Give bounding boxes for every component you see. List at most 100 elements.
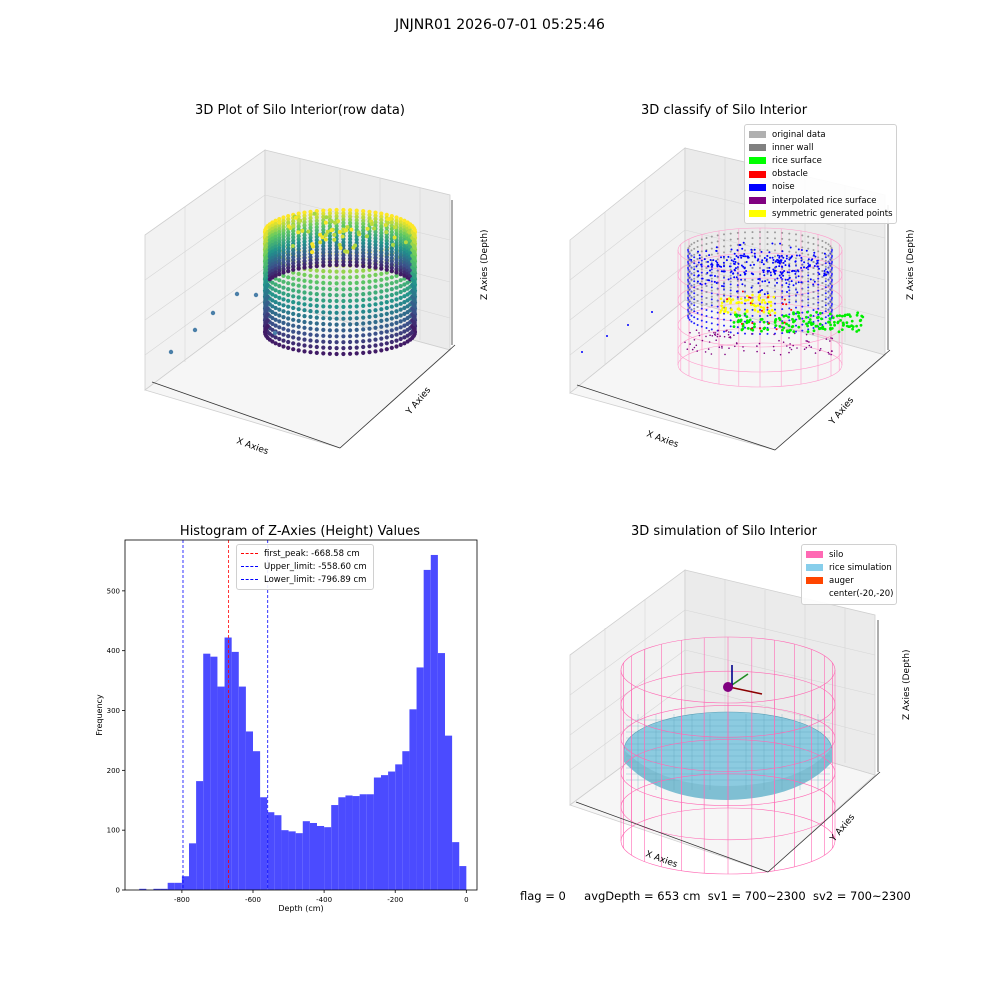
raw-point <box>389 252 394 257</box>
raw-point <box>273 260 278 265</box>
raw-point <box>379 231 384 236</box>
raw-point <box>168 349 174 355</box>
class-point <box>812 309 815 311</box>
raw-point <box>281 244 286 249</box>
histogram-bar <box>416 667 424 890</box>
raw-point <box>334 298 339 304</box>
raw-point <box>308 320 313 325</box>
class-point <box>723 275 725 278</box>
class-point <box>710 301 713 304</box>
class-point <box>778 339 780 342</box>
raw-point <box>373 296 378 301</box>
raw-point <box>314 280 319 285</box>
raw-point <box>367 255 372 260</box>
raw-point <box>402 231 407 236</box>
raw-point <box>302 223 307 228</box>
class-point <box>736 290 738 293</box>
class-point <box>687 307 690 310</box>
class-point <box>687 255 689 257</box>
class-point <box>722 255 725 258</box>
class-point <box>716 335 719 338</box>
class-point <box>824 280 827 283</box>
class-point <box>723 330 725 333</box>
class-point <box>743 271 746 274</box>
class-point <box>736 267 739 270</box>
raw-point <box>277 278 282 283</box>
class-point <box>693 301 696 304</box>
raw-point <box>379 237 384 242</box>
class-point <box>766 231 769 234</box>
raw-point <box>394 291 399 296</box>
legend-item: interpolated rice surface <box>749 194 892 207</box>
raw-point <box>291 235 296 240</box>
class-point <box>762 269 764 272</box>
class-point <box>700 274 703 277</box>
raw-point <box>384 254 389 259</box>
class-point <box>824 268 827 271</box>
histogram-bar <box>245 731 253 890</box>
raw-point <box>402 270 407 275</box>
raw-point <box>327 240 332 245</box>
class-point <box>792 344 794 347</box>
histogram-bar <box>224 637 232 890</box>
class-point <box>705 285 708 287</box>
class-point <box>693 280 696 283</box>
raw-point <box>277 319 282 324</box>
class-point <box>700 298 703 301</box>
raw-point <box>402 335 407 340</box>
class-point <box>741 283 744 286</box>
class-point <box>803 266 805 269</box>
raw-point <box>327 334 332 339</box>
raw-point <box>270 268 275 274</box>
raw-point <box>327 214 332 219</box>
class-point <box>851 327 854 331</box>
raw-point <box>314 257 319 262</box>
panel2-title: 3D classify of Silo Interior <box>640 103 808 118</box>
class-point <box>817 283 820 286</box>
class-point <box>796 291 799 294</box>
raw-point <box>327 243 332 248</box>
class-point <box>739 297 743 301</box>
raw-point <box>327 292 332 298</box>
class-point <box>830 295 833 298</box>
class-point <box>720 270 723 273</box>
raw-point <box>291 341 296 346</box>
raw-point <box>281 251 286 256</box>
raw-point <box>367 242 372 247</box>
class-point <box>710 247 713 250</box>
class-point <box>766 302 769 305</box>
class-point <box>693 247 696 250</box>
raw-point <box>354 345 359 350</box>
legend-item: symmetric generated points <box>749 207 893 220</box>
class-point <box>714 275 716 277</box>
class-point <box>760 309 763 312</box>
raw-point <box>312 211 317 216</box>
raw-point <box>373 308 378 313</box>
raw-point <box>314 244 319 249</box>
raw-point <box>277 268 282 273</box>
raw-point <box>321 298 326 303</box>
raw-point <box>270 246 275 251</box>
class-point <box>812 329 816 333</box>
class-point <box>728 297 731 300</box>
class-point <box>729 262 732 265</box>
class-point <box>824 292 827 295</box>
histogram-bar <box>210 656 218 890</box>
class-point <box>688 269 691 272</box>
raw-point <box>412 280 417 286</box>
class-point <box>727 255 730 258</box>
raw-point <box>293 215 298 220</box>
raw-point <box>327 208 332 213</box>
class-point <box>830 301 833 304</box>
class-point <box>788 301 791 304</box>
legend-item: original data <box>749 128 892 141</box>
raw-point <box>302 302 307 307</box>
raw-point <box>389 334 394 339</box>
class-point <box>821 282 824 284</box>
class-point <box>797 325 801 329</box>
class-point <box>766 267 769 270</box>
class-point <box>789 328 792 332</box>
class-point <box>693 268 696 271</box>
class-point <box>783 298 786 301</box>
class-point <box>693 253 696 256</box>
